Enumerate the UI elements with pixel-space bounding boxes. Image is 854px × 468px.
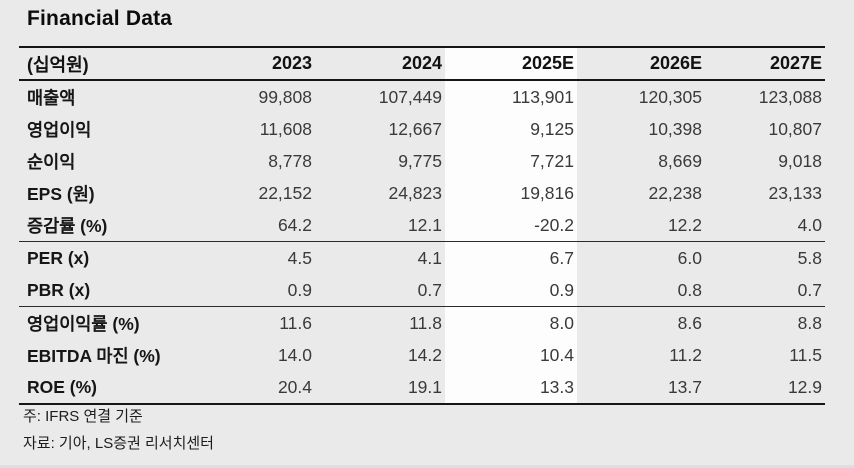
cell-value: 19.1 [315,371,445,405]
row-label: 순이익 [27,151,76,172]
cell-value: 22,238 [648,182,702,203]
table-row: EBITDA 마진 (%) 14.0 14.2 10.4 11.2 11.5 [19,339,825,371]
cell-value: 8,778 [268,150,312,171]
cell-value: 8.8 [797,312,822,333]
column-header-2026e: 2026E [577,46,705,81]
unit-label: (십억원) [19,46,185,81]
table-header-row: (십억원) 2023 2024 2025E 2026E 2027E [19,46,825,81]
row-label: 증감률 (%) [19,209,185,242]
cell-value: 0.9 [445,274,577,307]
table-row: PER (x) 4.5 4.1 6.7 6.0 5.8 [19,241,825,274]
cell-value: 8.6 [677,312,702,333]
footnote-source: 자료: 기아, LS증권 리서치센터 [23,435,214,452]
cell-value: -20.2 [445,209,577,242]
cell-value: 9,125 [445,113,577,145]
cell-value: 20.4 [185,371,315,405]
cell-value: 8,669 [658,150,702,171]
cell-value: 113,901 [445,80,577,113]
cell-value: 22,152 [258,182,312,203]
column-header-2024: 2024 [315,46,445,81]
cell-value: 6.7 [445,241,577,274]
cell-value: 12.1 [315,209,445,242]
cell-value: 0.7 [705,274,825,307]
cell-value: 11.2 [669,344,702,365]
cell-value: 4.5 [287,247,312,268]
column-header-2023: 2023 [185,46,315,81]
cell-value: 14.2 [407,344,442,365]
cell-value: 10,807 [768,118,822,139]
column-header-2025e: 2025E [445,46,577,81]
cell-value: 12.2 [577,209,705,242]
table-row: 증감률 (%) 64.2 12.1 -20.2 12.2 4.0 [19,209,825,242]
cell-value: 24,823 [388,182,442,203]
cell-value: 13.7 [577,371,705,405]
row-label: EBITDA 마진 (%) [27,345,161,366]
footnote-basis: 주: IFRS 연결 기준 [23,408,143,425]
cell-value: 9,018 [778,150,822,171]
cell-value: 99,808 [258,86,312,107]
cell-value: 11.6 [279,312,312,333]
cell-value: 12.9 [705,371,825,405]
cell-value: 107,449 [378,86,442,107]
table-row: EPS (원) 22,152 24,823 19,816 22,238 23,133 [19,177,825,209]
table-body: 매출액 99,808 107,449 113,901 120,305 123,088 영업이… [19,80,825,405]
cell-value: 9,775 [398,150,442,171]
cell-value: 10.4 [445,339,577,371]
cell-value: 0.7 [315,274,445,307]
cell-value: 11.8 [409,312,442,333]
table-row: PBR (x) 0.9 0.7 0.9 0.8 0.7 [19,274,825,307]
cell-value: 5.8 [797,247,822,268]
cell-value: 123,088 [758,86,822,107]
row-label: PER (x) [27,247,90,268]
cell-value: 0.8 [577,274,705,307]
row-label: EPS (원) [27,183,95,204]
column-header-2027e: 2027E [705,46,825,81]
cell-value: 10,398 [648,118,702,139]
cell-value: 19,816 [445,177,577,209]
page-title: Financial Data [27,7,173,30]
cell-value: 7,721 [445,145,577,177]
financial-data-table: (십억원) 2023 2024 2025E 2026E 2027E 매출액 99,808 1… [19,46,825,405]
cell-value: 64.2 [185,209,315,242]
cell-value: 0.9 [185,274,315,307]
cell-value: 8.0 [445,306,577,339]
cell-value: 11,608 [259,118,312,139]
cell-value: 12,667 [388,118,442,139]
cell-value: 23,133 [768,182,822,203]
cell-value: 14.0 [277,344,312,365]
footnotes: 주: IFRS 연결 기준 자료: 기아, LS증권 리서치센터 [23,403,214,457]
table-row: 영업이익률 (%) 11.6 11.8 8.0 8.6 8.8 [19,306,825,339]
table-row: ROE (%) 20.4 19.1 13.3 13.7 12.9 [19,371,825,405]
table-row: 순이익 8,778 9,775 7,721 8,669 9,018 [19,145,825,177]
row-label: PBR (x) [19,274,185,307]
table-row: 영업이익 11,608 12,667 9,125 10,398 10,807 [19,113,825,145]
page-bottom-edge [0,465,854,468]
cell-value: 6.0 [677,247,702,268]
cell-value: 13.3 [445,371,577,405]
cell-value: 4.1 [417,247,442,268]
cell-value: 4.0 [705,209,825,242]
table-row: 매출액 99,808 107,449 113,901 120,305 123,088 [19,80,825,113]
row-label: 매출액 [27,87,76,108]
cell-value: 120,305 [638,86,702,107]
cell-value: 11.5 [789,344,822,365]
row-label: 영업이익률 (%) [27,313,140,334]
row-label: 영업이익 [27,119,92,140]
row-label: ROE (%) [19,371,185,405]
